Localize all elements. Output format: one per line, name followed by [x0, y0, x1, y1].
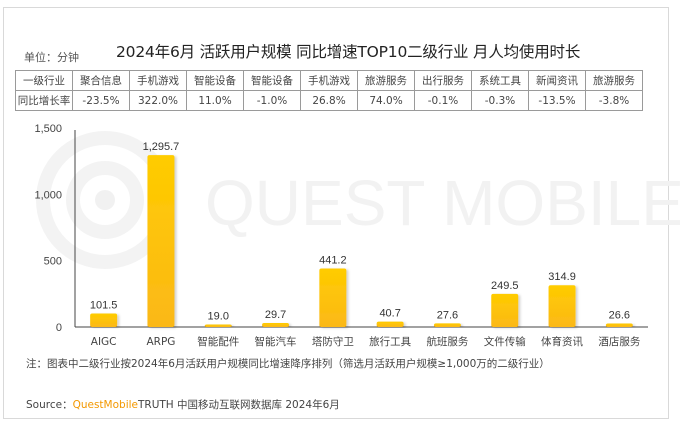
x-tick-label: 体育资讯	[541, 335, 583, 348]
y-tick-label: 1,000	[34, 189, 62, 201]
growth-cell: -0.3%	[471, 90, 529, 111]
y-tick-label: 500	[44, 256, 62, 268]
bar-value-label: 19.0	[208, 310, 229, 322]
bar	[90, 313, 118, 327]
row-header-industry: 一级行业	[15, 70, 73, 91]
growth-cell: -1.0%	[243, 90, 301, 111]
chart-title: 2024年6月 活跃用户规模 同比增速TOP10二级行业 月人均使用时长	[116, 43, 581, 61]
bar-value-label: 40.7	[379, 308, 400, 320]
source-brand: QuestMobile	[72, 399, 138, 411]
growth-cell: 322.0%	[129, 90, 187, 111]
growth-cell: 26.8%	[300, 90, 358, 111]
growth-cell: 11.0%	[186, 90, 244, 111]
watermark-text: QUEST MOBILE	[205, 167, 680, 239]
industry-cell: 智能设备	[243, 70, 301, 91]
source-line: Source：QuestMobileTRUTH 中国移动互联网数据库 2024年…	[26, 397, 340, 412]
bar-value-label: 1,295.7	[143, 141, 180, 153]
bar	[548, 285, 576, 327]
bar	[319, 268, 347, 327]
bar	[204, 324, 232, 327]
growth-table: 一级行业 聚合信息 手机游戏 智能设备 智能设备 手机游戏 旅游服务 出行服务 …	[15, 70, 643, 111]
industry-cell: 智能设备	[186, 70, 244, 91]
bar-value-label: 29.7	[265, 309, 286, 321]
bar	[147, 155, 175, 327]
x-tick-label: 旅行工具	[369, 335, 411, 348]
growth-cell: -23.5%	[72, 90, 130, 111]
x-tick-label: 酒店服务	[598, 335, 640, 348]
x-tick-label: 塔防守卫	[312, 335, 354, 348]
x-tick-label: 航班服务	[426, 335, 468, 348]
growth-cell: -0.1%	[414, 90, 472, 111]
x-tick-label: 智能汽车	[255, 335, 297, 348]
growth-cell: -3.8%	[585, 90, 643, 111]
bars: 101.5 1,295.7 19.0 29.7 441.2 40.7 27.6 249.5 31…	[90, 141, 633, 327]
bar-value-label: 441.2	[319, 254, 347, 266]
x-tick-label: AIGC	[91, 336, 117, 348]
growth-cell: -13.5%	[528, 90, 586, 111]
bar	[491, 293, 519, 327]
y-tick-label: 1,500	[34, 123, 62, 135]
source-prefix: Source：	[26, 399, 73, 411]
growth-row: 同比增长率 -23.5% 322.0% 11.0% -1.0% 26.8% 74…	[15, 90, 643, 111]
industry-cell: 旅游服务	[357, 70, 415, 91]
unit-label: 单位：分钟	[24, 51, 79, 64]
x-axis-labels: AIGC ARPG 智能配件 智能汽车 塔防守卫 旅行工具 航班服务 文件传输 体育资讯 酒店服务	[91, 335, 641, 348]
industry-cell: 系统工具	[471, 70, 529, 91]
y-tick-label: 0	[56, 322, 62, 334]
bar-value-label: 101.5	[90, 300, 118, 312]
watermark-dot-icon	[95, 190, 115, 210]
footnote: 注：图表中二级行业按2024年6月活跃用户规模同比增速降序排列（筛选月活跃用户规…	[26, 358, 550, 370]
industry-cell: 旅游服务	[585, 70, 643, 91]
bar	[605, 323, 633, 327]
industry-row: 一级行业 聚合信息 手机游戏 智能设备 智能设备 手机游戏 旅游服务 出行服务 …	[15, 70, 643, 91]
bar-value-label: 27.6	[437, 309, 458, 321]
bar-value-label: 314.9	[548, 271, 576, 283]
row-header-growth: 同比增长率	[15, 90, 73, 111]
bar-value-label: 26.6	[609, 309, 630, 321]
x-tick-label: 智能配件	[197, 335, 239, 348]
source-rest: TRUTH 中国移动互联网数据库 2024年6月	[138, 399, 340, 411]
bar-value-label: 249.5	[491, 280, 519, 292]
bar	[433, 323, 461, 327]
bar	[262, 323, 290, 327]
bar	[376, 321, 404, 327]
industry-cell: 新闻资讯	[528, 70, 586, 91]
industry-cell: 出行服务	[414, 70, 472, 91]
industry-cell: 手机游戏	[129, 70, 187, 91]
x-tick-label: ARPG	[146, 336, 175, 348]
x-tick-label: 文件传输	[484, 335, 526, 348]
